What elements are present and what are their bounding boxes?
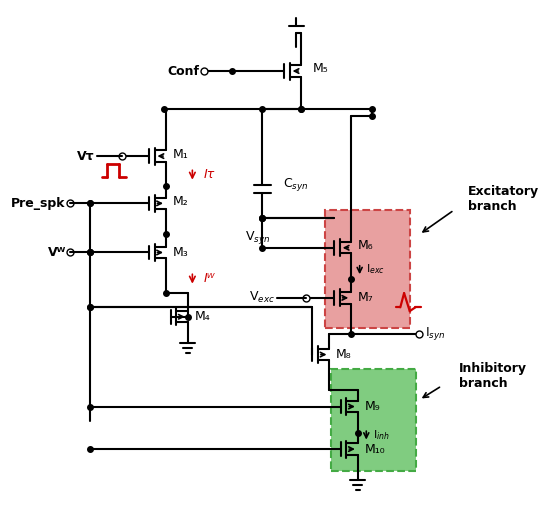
- Text: Vᵂ: Vᵂ: [47, 246, 65, 259]
- Text: Iᵂ: Iᵂ: [204, 272, 215, 286]
- Text: M₅: M₅: [312, 62, 328, 75]
- Bar: [331, 369, 416, 471]
- Text: M₈: M₈: [336, 348, 352, 361]
- Text: M₉: M₉: [365, 400, 380, 413]
- Text: M₂: M₂: [173, 195, 188, 208]
- Text: C$_{syn}$: C$_{syn}$: [283, 176, 309, 193]
- Text: Conf: Conf: [167, 65, 199, 78]
- Text: I$_{exc}$: I$_{exc}$: [366, 263, 385, 277]
- Bar: [324, 210, 410, 328]
- Text: M₄: M₄: [194, 310, 210, 323]
- Text: Iτ: Iτ: [204, 169, 215, 182]
- Text: Vτ: Vτ: [76, 150, 94, 162]
- Text: Pre_spk: Pre_spk: [11, 197, 65, 210]
- Text: M₁: M₁: [173, 148, 188, 161]
- Text: M₃: M₃: [173, 246, 188, 259]
- Text: I$_{syn}$: I$_{syn}$: [425, 325, 446, 342]
- Text: Excitatory
branch: Excitatory branch: [469, 185, 540, 212]
- Text: V$_{exc}$: V$_{exc}$: [249, 290, 274, 305]
- Text: M₇: M₇: [358, 291, 373, 304]
- Text: I$_{inh}$: I$_{inh}$: [373, 428, 390, 442]
- Text: Inhibitory
branch: Inhibitory branch: [459, 362, 527, 390]
- Text: V$_{syn}$: V$_{syn}$: [245, 229, 270, 246]
- Text: M₆: M₆: [358, 240, 373, 252]
- Text: M₁₀: M₁₀: [365, 443, 385, 456]
